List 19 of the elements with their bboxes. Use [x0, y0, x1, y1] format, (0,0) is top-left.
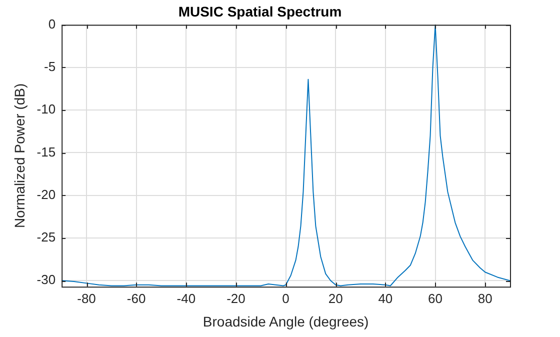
- y-tick-label: 0: [48, 16, 56, 32]
- x-tick-label: -40: [176, 290, 196, 306]
- x-tick-label: 20: [328, 290, 343, 306]
- x-tick-label: 80: [478, 290, 492, 306]
- y-tick-label: -30: [36, 272, 56, 288]
- x-tick-label: -60: [126, 290, 146, 306]
- y-tick-label: -10: [36, 102, 56, 117]
- y-tick-label: -15: [36, 144, 56, 160]
- x-tick-label: -80: [77, 290, 96, 306]
- x-tick-label: 0: [282, 290, 290, 306]
- x-axis-title: Broadside Angle (degrees): [202, 313, 369, 330]
- x-tick-label: -20: [226, 290, 246, 306]
- chart-title: MUSIC Spatial Spectrum: [178, 3, 342, 20]
- y-tick-label: -5: [44, 59, 56, 74]
- y-axis-title: Normalized Power (dB): [11, 83, 28, 228]
- x-tick-label: 40: [378, 290, 393, 306]
- y-tick-label: -25: [36, 230, 56, 245]
- y-tick-label: -20: [36, 186, 56, 202]
- x-tick-label: 60: [428, 290, 442, 306]
